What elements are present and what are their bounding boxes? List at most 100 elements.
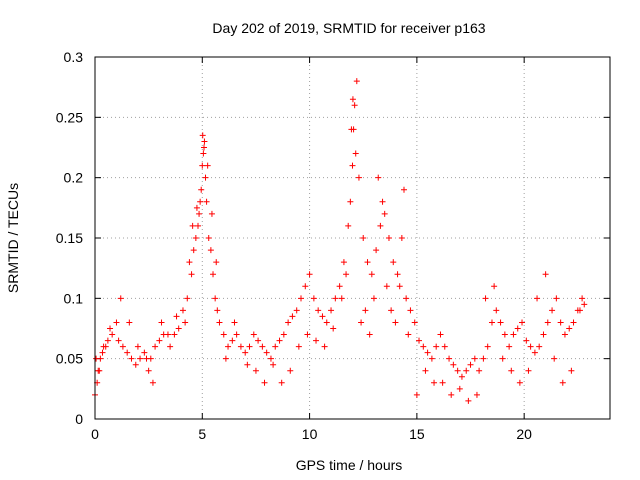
data-point bbox=[231, 319, 238, 326]
data-point bbox=[379, 198, 386, 205]
data-point bbox=[179, 307, 186, 314]
axis-ticks: 0 5 10 15 20 0 0.05 0.1 0.15 0.2 0.25 0.3 bbox=[56, 49, 610, 442]
data-point bbox=[198, 186, 205, 193]
data-point bbox=[222, 355, 229, 362]
data-point bbox=[319, 313, 326, 320]
data-point bbox=[392, 319, 399, 326]
data-point bbox=[199, 162, 206, 169]
data-point bbox=[340, 259, 347, 266]
data-point bbox=[508, 367, 515, 374]
data-point bbox=[385, 235, 392, 241]
data-point bbox=[192, 235, 199, 241]
data-point bbox=[149, 379, 156, 386]
data-point bbox=[99, 349, 106, 356]
x-tick-label: 5 bbox=[198, 426, 206, 442]
data-point bbox=[561, 331, 568, 338]
data-point bbox=[285, 319, 292, 326]
data-point bbox=[499, 355, 506, 362]
grid-lines bbox=[95, 57, 610, 419]
data-point bbox=[441, 343, 448, 350]
data-point bbox=[390, 259, 397, 266]
data-point bbox=[100, 343, 107, 350]
data-point bbox=[540, 331, 547, 338]
data-point bbox=[536, 343, 543, 350]
data-point bbox=[525, 367, 532, 374]
data-point bbox=[267, 355, 274, 362]
data-point bbox=[255, 337, 262, 344]
data-point bbox=[190, 247, 197, 254]
data-point bbox=[132, 361, 139, 368]
data-point bbox=[204, 162, 211, 169]
y-tick-label: 0.1 bbox=[64, 290, 84, 306]
data-point bbox=[207, 247, 214, 254]
data-point bbox=[124, 349, 131, 356]
data-point bbox=[128, 355, 135, 362]
y-tick-label: 0.15 bbox=[56, 230, 83, 246]
data-point bbox=[368, 271, 375, 278]
data-point bbox=[510, 331, 517, 338]
data-point bbox=[473, 391, 480, 398]
data-point bbox=[407, 307, 414, 314]
data-point bbox=[579, 295, 586, 302]
data-point bbox=[295, 343, 302, 350]
data-point bbox=[225, 343, 232, 350]
data-point bbox=[270, 361, 277, 368]
data-point bbox=[216, 319, 223, 326]
data-point bbox=[210, 271, 217, 278]
data-point bbox=[366, 331, 373, 338]
y-tick-label: 0 bbox=[75, 411, 83, 427]
data-point bbox=[544, 319, 551, 326]
data-point bbox=[343, 271, 350, 278]
data-point bbox=[383, 283, 390, 290]
data-point bbox=[360, 235, 367, 241]
y-tick-label: 0.25 bbox=[56, 109, 83, 125]
data-point bbox=[304, 331, 311, 338]
data-point bbox=[310, 295, 317, 302]
data-point bbox=[433, 343, 440, 350]
data-point bbox=[263, 349, 270, 356]
data-point bbox=[200, 150, 207, 157]
data-point bbox=[313, 337, 320, 344]
data-point bbox=[280, 331, 287, 338]
data-point bbox=[467, 361, 474, 368]
data-point bbox=[431, 379, 438, 386]
data-point bbox=[551, 355, 558, 362]
data-point bbox=[401, 186, 407, 193]
data-point bbox=[364, 259, 371, 266]
data-point bbox=[370, 295, 377, 302]
data-point bbox=[197, 198, 204, 205]
data-point bbox=[348, 126, 355, 133]
data-point bbox=[117, 295, 124, 302]
data-point bbox=[134, 343, 141, 350]
chart-title: Day 202 of 2019, SRMTID for receiver p16… bbox=[212, 20, 485, 36]
data-point bbox=[220, 331, 227, 338]
data-point bbox=[302, 283, 309, 290]
data-point bbox=[437, 331, 444, 338]
data-point bbox=[523, 337, 530, 344]
data-point bbox=[559, 379, 566, 386]
data-point bbox=[202, 174, 209, 181]
plot-frame bbox=[94, 56, 611, 420]
y-tick-label: 0.3 bbox=[64, 49, 84, 65]
data-point bbox=[514, 325, 521, 332]
data-point bbox=[293, 307, 300, 314]
data-point bbox=[422, 367, 429, 374]
data-point bbox=[214, 307, 221, 314]
data-point bbox=[196, 210, 203, 217]
data-point bbox=[278, 379, 285, 386]
data-point bbox=[465, 397, 472, 404]
data-point bbox=[213, 259, 220, 266]
data-point bbox=[306, 271, 313, 278]
data-point bbox=[377, 222, 384, 229]
data-point bbox=[493, 307, 500, 314]
data-point bbox=[208, 210, 215, 217]
data-point bbox=[557, 319, 564, 326]
data-point bbox=[405, 331, 412, 338]
data-point bbox=[287, 367, 294, 374]
data-point bbox=[396, 283, 403, 290]
data-point bbox=[115, 337, 122, 344]
data-point bbox=[516, 379, 523, 386]
x-tick-label: 0 bbox=[91, 426, 99, 442]
data-point bbox=[96, 367, 103, 374]
